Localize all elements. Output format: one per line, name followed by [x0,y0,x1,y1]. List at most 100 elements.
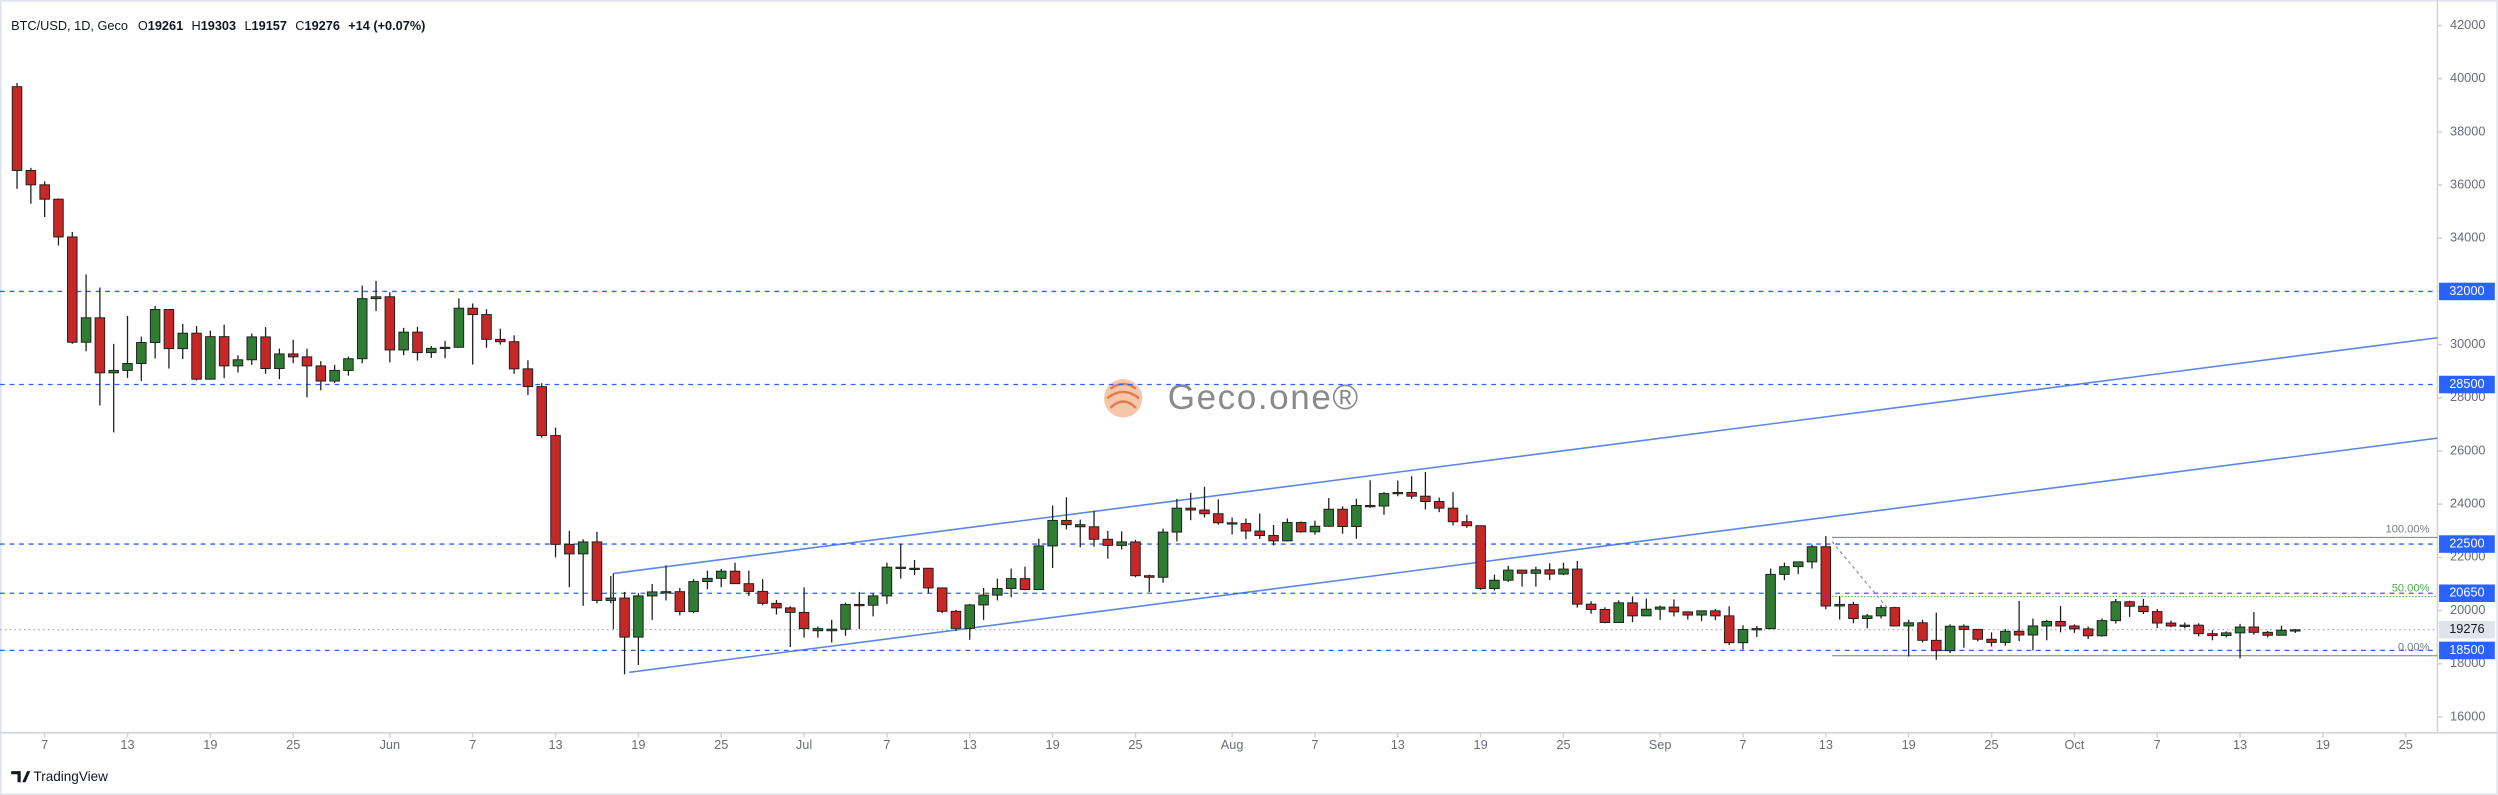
y-tick-label: 24000 [2450,496,2485,511]
candle-body [1861,615,1873,619]
candle-body [315,365,327,382]
legend-open-label: O [138,18,148,33]
candle-body [1792,561,1804,568]
candle-body [1737,628,1749,644]
candle-body [1282,522,1293,542]
candle-body [1944,625,1956,652]
candle-body [1447,507,1459,523]
y-tick-label: 38000 [2450,123,2485,138]
candle-body [1254,530,1265,537]
legend-high-label: H [191,18,200,33]
candle-body [854,603,865,607]
candle-body [2179,624,2191,627]
level-label-box [2439,375,2495,394]
candle-body [260,336,271,370]
level-label-box [2439,282,2495,301]
level-label: 18500 [2449,642,2484,657]
candle-body [550,435,561,545]
candle-body [812,628,824,632]
candle-body [1406,491,1417,497]
legend-change: +14 (+0.07%) [348,18,425,33]
candle-body [67,236,78,343]
candle-body [1171,507,1183,533]
x-tick-label: Oct [2064,737,2084,752]
y-tick-label: 26000 [2450,442,2485,457]
candle-body [412,331,423,354]
candle-body [1130,541,1141,577]
candle-body [1502,569,1514,581]
candle-body [1627,602,1638,617]
candle-body [909,567,920,571]
candle-body [1806,546,1818,563]
candle-body [1074,524,1086,528]
candle-body [53,198,64,238]
candle-body [39,184,50,200]
candle-body [329,369,340,382]
candle-body [94,317,106,374]
candle-body [301,356,313,367]
candle-body [605,597,617,601]
channel-upper [613,336,2438,575]
level-label-box [2439,641,2495,660]
candle-body [1061,519,1072,526]
candle-body [2262,631,2273,636]
candle-body [867,595,879,606]
x-tick-label: 19 [1902,737,1916,752]
fib-label: 100.00% [2386,523,2430,535]
candle-body [426,347,437,354]
candle-body [2000,630,2011,643]
candle-body [2193,624,2204,635]
candle-body [1710,610,1721,617]
candle-body [149,309,161,343]
candle-body [1558,568,1569,575]
legend-low: 19157 [252,18,287,33]
x-tick-label: 25 [1984,737,1998,752]
candle-body [619,597,630,638]
candle-body [343,358,354,371]
y-tick-label: 42000 [2450,17,2485,32]
candle-body [246,336,258,361]
x-tick-label: Jun [380,737,401,752]
candle-body [785,607,796,613]
candle-body [2248,626,2260,633]
candle-body [881,566,893,597]
candle-body [1102,538,1114,546]
watermark-logo [1104,379,1143,418]
x-tick-label: 19 [631,737,645,752]
candle-body [1931,639,1942,652]
candle-body [1641,608,1652,617]
y-tick-label: 36000 [2450,176,2485,191]
candle-body [2027,625,2039,636]
candle-body [840,603,851,630]
candle-body [1723,615,1735,644]
y-tick-label: 20000 [2450,602,2485,617]
x-tick-label: 13 [120,737,134,752]
x-tick-label: 7 [883,737,890,752]
x-tick-label: 7 [1739,737,1746,752]
x-tick-label: 13 [548,737,562,752]
candle-body [80,317,92,343]
x-tick-label: 13 [1819,737,1833,752]
candle-body [743,583,755,592]
candle-body [591,541,603,601]
candle-body [2151,611,2163,624]
candle-body [1144,575,1155,578]
candle-body [274,353,285,370]
x-tick-label: 19 [203,737,217,752]
candle-body [1213,513,1224,524]
candle-body [1185,507,1196,511]
x-tick-label: 25 [286,737,300,752]
candle-body [646,591,658,597]
candle-body [674,591,686,613]
candle-body [1530,569,1542,574]
candle-body [1019,578,1031,591]
candle-body [2276,629,2287,636]
candle-body [936,587,948,612]
candle-body [1489,579,1500,589]
candle-body [2165,622,2177,627]
candle-body [1295,522,1307,533]
x-tick-label: 7 [41,737,48,752]
